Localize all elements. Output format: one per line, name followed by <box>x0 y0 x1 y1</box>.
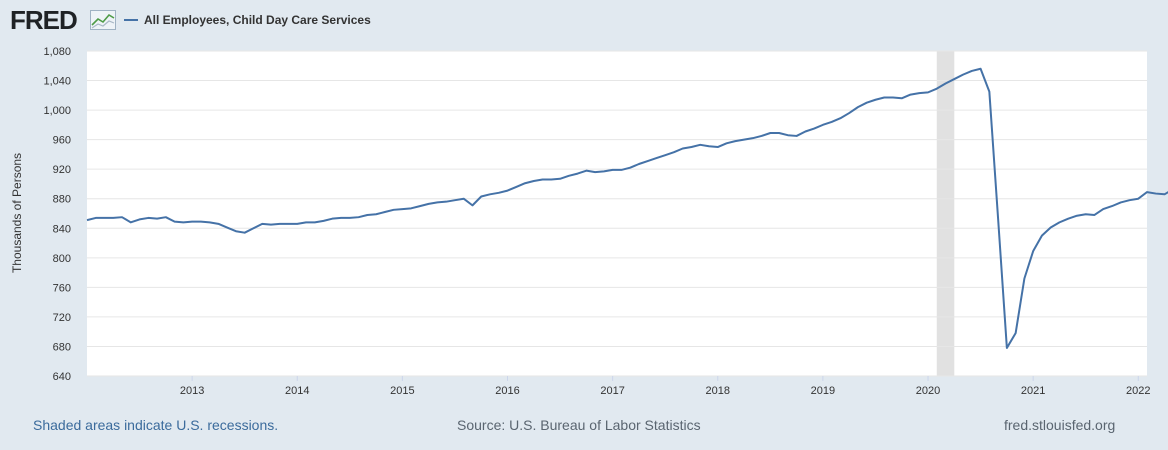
legend[interactable]: All Employees, Child Day Care Services <box>124 13 371 27</box>
x-tick-label: 2020 <box>916 385 940 397</box>
y-tick-label: 920 <box>53 164 71 176</box>
y-tick-label: 800 <box>53 253 71 265</box>
plot-area <box>87 51 1147 376</box>
chart-header: FRED All Employees, Child Day Care Servi… <box>0 0 1168 44</box>
legend-swatch <box>124 19 138 21</box>
x-tick-label: 2017 <box>600 385 624 397</box>
y-tick-label: 640 <box>53 371 71 383</box>
y-axis: 640 680 720 760 800 840 880 920 960 1,000 1,040 1,0… <box>43 46 71 383</box>
x-tick-label: 2019 <box>811 385 835 397</box>
fred-logo[interactable]: FRED <box>10 5 78 35</box>
x-tick-label: 2015 <box>390 385 414 397</box>
source-note: Source: U.S. Bureau of Labor Statistics <box>457 417 701 433</box>
x-tick-label: 2022 <box>1126 385 1150 397</box>
y-tick-label: 760 <box>53 282 71 294</box>
y-tick-label: 840 <box>53 223 71 235</box>
legend-label: All Employees, Child Day Care Services <box>144 13 371 27</box>
x-tick-label: 2016 <box>495 385 519 397</box>
site-link[interactable]: fred.stlouisfed.org <box>1004 417 1116 433</box>
x-axis: 2013 2014 2015 2016 2017 2018 2019 2020 2021 2022 <box>180 376 1151 397</box>
y-axis-label: Thousands of Persons <box>10 153 24 273</box>
series-layer <box>86 67 1168 349</box>
x-tick-label: 2018 <box>706 385 730 397</box>
y-tick-label: 680 <box>53 341 71 353</box>
line-chart[interactable]: 640 680 720 760 800 840 880 920 960 1,000 1,040 1,0… <box>0 0 1168 410</box>
chart-logo-icon <box>90 10 116 30</box>
y-tick-label: 880 <box>53 194 71 206</box>
y-tick-label: 1,080 <box>43 46 71 58</box>
y-tick-label: 1,000 <box>43 105 71 117</box>
x-tick-label: 2013 <box>180 385 204 397</box>
y-tick-label: 720 <box>53 312 71 324</box>
y-tick-label: 960 <box>53 135 71 147</box>
recession-note: Shaded areas indicate U.S. recessions. <box>33 417 279 433</box>
x-tick-label: 2021 <box>1021 385 1045 397</box>
recession-shading <box>936 51 955 376</box>
series-line[interactable] <box>86 67 1168 349</box>
recession-band <box>936 51 955 376</box>
x-tick-label: 2014 <box>285 385 309 397</box>
y-tick-label: 1,040 <box>43 76 71 88</box>
